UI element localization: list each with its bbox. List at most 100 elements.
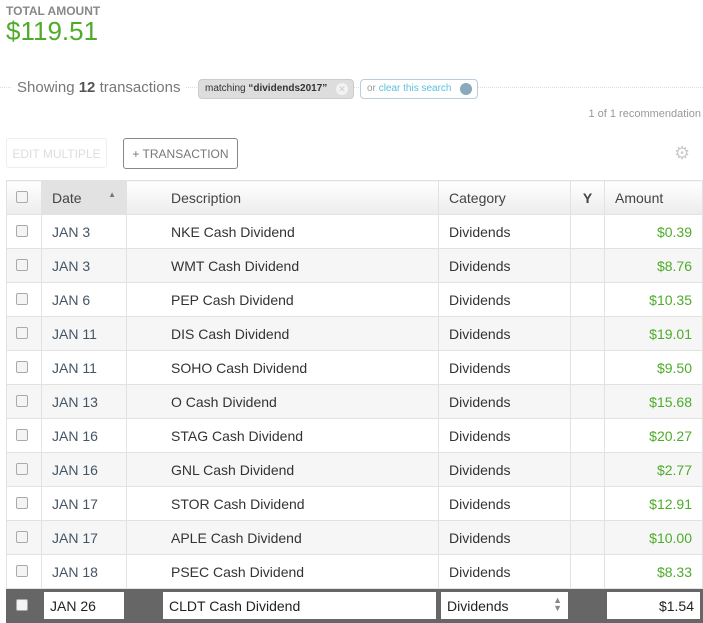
row-checkbox[interactable]: [6, 248, 42, 283]
cell-amount: $8.76: [604, 248, 703, 283]
gear-icon[interactable]: ⚙: [674, 143, 691, 163]
cell-description: STOR Cash Dividend: [126, 486, 439, 521]
row-checkbox[interactable]: [6, 384, 42, 419]
editing-row[interactable]: JAN 26 CLDT Cash Dividend Dividends ▲ ▼ $1…: [6, 588, 703, 623]
select-all-checkbox[interactable]: [6, 180, 42, 215]
cell-date: JAN 11: [41, 350, 127, 385]
cell-category: Dividends: [438, 384, 571, 419]
edit-multiple-button[interactable]: EDIT MULTIPLE: [6, 138, 107, 168]
column-header-date[interactable]: Date ▲: [41, 180, 127, 215]
remove-filter-icon[interactable]: ✕: [336, 83, 348, 95]
showing-count: Showing 12 transactions: [12, 79, 186, 96]
cell-split: [570, 554, 605, 589]
showing-suffix: transactions: [99, 79, 181, 96]
cell-amount: $8.33: [604, 554, 703, 589]
chip-query: “dividends2017”: [248, 83, 328, 94]
cell-amount: $12.91: [604, 486, 703, 521]
sort-up-icon: ▲: [108, 189, 116, 199]
cell-category: Dividends: [438, 554, 571, 589]
recommendation-link[interactable]: 1 of 1 recommendation: [588, 108, 701, 120]
table-row[interactable]: JAN 18 PSEC Cash Dividend Dividends $8.3…: [6, 554, 703, 589]
cell-amount: $2.77: [604, 452, 703, 487]
cell-split: [570, 418, 605, 453]
cell-date: JAN 6: [41, 282, 127, 317]
chip-prefix: matching: [205, 83, 246, 94]
date-input[interactable]: JAN 26: [44, 592, 124, 619]
total-amount-label: TOTAL AMOUNT: [6, 4, 101, 18]
add-transaction-button[interactable]: + TRANSACTION: [123, 138, 238, 169]
amount-input[interactable]: $1.54: [607, 592, 700, 619]
row-checkbox[interactable]: [6, 554, 42, 589]
cell-date: JAN 16: [41, 452, 127, 487]
column-header-amount[interactable]: Amount: [604, 180, 703, 215]
clear-prefix: or: [367, 83, 376, 94]
cell-date: JAN 17: [41, 520, 127, 555]
cell-description: DIS Cash Dividend: [126, 316, 439, 351]
cell-description: APLE Cash Dividend: [126, 520, 439, 555]
cell-description: NKE Cash Dividend: [126, 214, 439, 249]
cell-amount: $0.39: [604, 214, 703, 249]
description-input[interactable]: CLDT Cash Dividend: [163, 592, 436, 619]
showing-prefix: Showing: [17, 79, 75, 96]
cell-split: [570, 350, 605, 385]
cell-category: Dividends: [438, 418, 571, 453]
row-checkbox[interactable]: [6, 316, 42, 351]
cell-date: JAN 13: [41, 384, 127, 419]
row-checkbox[interactable]: [6, 486, 42, 521]
table-row[interactable]: JAN 17 STOR Cash Dividend Dividends $12.…: [6, 486, 703, 521]
row-checkbox[interactable]: [6, 452, 42, 487]
cell-amount: $15.68: [604, 384, 703, 419]
transactions-table: Date ▲ Description Category Y Amount JAN …: [6, 180, 703, 623]
table-row[interactable]: JAN 13 O Cash Dividend Dividends $15.68: [6, 384, 703, 419]
column-header-category[interactable]: Category: [438, 180, 571, 215]
cell-split: [570, 486, 605, 521]
row-checkbox[interactable]: [6, 350, 42, 385]
clear-search-button[interactable]: or clear this search: [360, 79, 478, 99]
table-row[interactable]: JAN 16 STAG Cash Dividend Dividends $20.…: [6, 418, 703, 453]
cell-description: GNL Cash Dividend: [126, 452, 439, 487]
cell-date: JAN 18: [41, 554, 127, 589]
category-select[interactable]: Dividends ▲ ▼: [441, 592, 568, 619]
table-row[interactable]: JAN 3 WMT Cash Dividend Dividends $8.76: [6, 248, 703, 283]
cell-description: WMT Cash Dividend: [126, 248, 439, 283]
cell-category: Dividends: [438, 214, 571, 249]
cell-split: [570, 282, 605, 317]
cell-split: [570, 384, 605, 419]
cell-date: JAN 3: [41, 214, 127, 249]
table-row[interactable]: JAN 17 APLE Cash Dividend Dividends $10.…: [6, 520, 703, 555]
table-row[interactable]: JAN 11 SOHO Cash Dividend Dividends $9.5…: [6, 350, 703, 385]
cell-category: Dividends: [438, 350, 571, 385]
cell-date: JAN 17: [41, 486, 127, 521]
cell-amount: $9.50: [604, 350, 703, 385]
table-row[interactable]: JAN 11 DIS Cash Dividend Dividends $19.0…: [6, 316, 703, 351]
row-checkbox[interactable]: [6, 282, 42, 317]
cell-description: PEP Cash Dividend: [126, 282, 439, 317]
cell-description: PSEC Cash Dividend: [126, 554, 439, 589]
cell-split: [570, 452, 605, 487]
row-checkbox[interactable]: [6, 588, 42, 623]
cell-category: Dividends: [438, 452, 571, 487]
cell-amount: $10.35: [604, 282, 703, 317]
cell-category: Dividends: [438, 520, 571, 555]
clear-search-link[interactable]: clear this search: [378, 83, 452, 94]
split-icon[interactable]: Y: [570, 180, 605, 215]
row-checkbox[interactable]: [6, 520, 42, 555]
table-row[interactable]: JAN 3 NKE Cash Dividend Dividends $0.39: [6, 214, 703, 249]
table-row[interactable]: JAN 6 PEP Cash Dividend Dividends $10.35: [6, 282, 703, 317]
column-header-description[interactable]: Description: [126, 180, 439, 215]
row-checkbox[interactable]: [6, 418, 42, 453]
transaction-count: 12: [78, 79, 96, 96]
cell-category: Dividends: [438, 248, 571, 283]
total-amount-value: $119.51: [6, 16, 99, 46]
cell-split: [570, 520, 605, 555]
cell-date: JAN 11: [41, 316, 127, 351]
row-checkbox[interactable]: [6, 214, 42, 249]
table-row[interactable]: JAN 16 GNL Cash Dividend Dividends $2.77: [6, 452, 703, 487]
cell-description: O Cash Dividend: [126, 384, 439, 419]
cell-amount: $10.00: [604, 520, 703, 555]
select-arrows-icon: ▲ ▼: [553, 595, 562, 613]
cell-amount: $19.01: [604, 316, 703, 351]
cell-amount: $20.27: [604, 418, 703, 453]
cell-split: [570, 214, 605, 249]
cell-category: Dividends: [438, 486, 571, 521]
